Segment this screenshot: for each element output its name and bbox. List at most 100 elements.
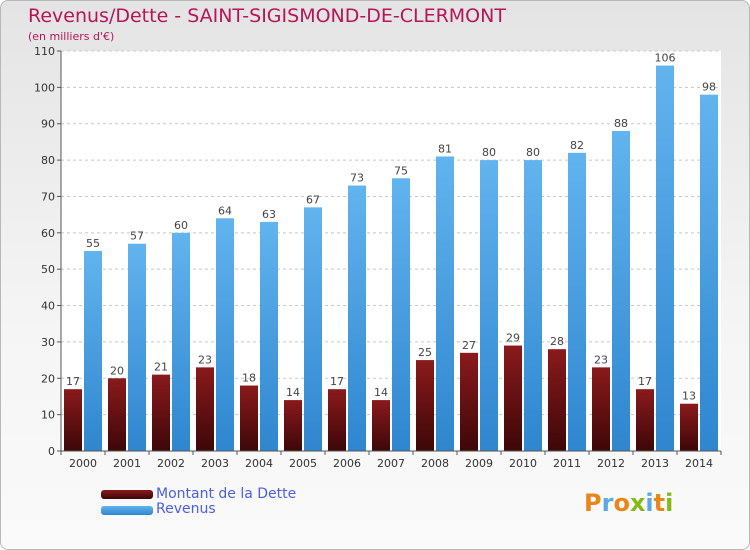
data-labels: 17 55 20 57 21 60 23 64 18 63 14 67 17 73 14 75 25 81 27 80… <box>66 52 716 403</box>
bar-revenus <box>700 94 718 452</box>
data-label: 82 <box>570 139 584 152</box>
axes: 0 10 20 30 40 50 60 70 80 90 100 110 2000 2001 2002 200… <box>34 45 722 470</box>
data-label: 21 <box>154 361 168 374</box>
data-label: 98 <box>702 81 716 94</box>
data-label: 80 <box>482 146 496 159</box>
data-label: 14 <box>286 386 300 399</box>
bar-dette <box>152 374 170 451</box>
bar-revenus <box>84 251 102 451</box>
plot-area <box>61 51 721 451</box>
bar-dette <box>284 400 302 451</box>
x-tick-label: 2005 <box>289 457 317 470</box>
y-tick-label: 60 <box>41 227 55 240</box>
bar-dette <box>416 360 434 451</box>
bar-revenus <box>128 243 146 451</box>
data-label: 55 <box>86 237 100 250</box>
bar-dette <box>680 403 698 451</box>
chart-subtitle: (en milliers d'€) <box>28 30 115 43</box>
logo-letter: P <box>584 489 602 517</box>
data-label: 20 <box>110 364 124 377</box>
data-label: 80 <box>526 146 540 159</box>
data-label: 29 <box>506 332 520 345</box>
bar-revenus <box>612 131 630 451</box>
data-label: 67 <box>306 193 320 206</box>
x-tick-label: 2014 <box>685 457 713 470</box>
bar-dette <box>460 352 478 451</box>
data-label: 75 <box>394 164 408 177</box>
logo-letter: r <box>601 489 614 517</box>
bar-dette <box>240 385 258 451</box>
bars <box>64 65 718 452</box>
logo-letter: i <box>665 489 674 517</box>
data-label: 23 <box>594 353 608 366</box>
x-tick-label: 2001 <box>113 457 141 470</box>
x-tick-label: 2000 <box>69 457 97 470</box>
data-label: 23 <box>198 353 212 366</box>
data-label: 63 <box>262 208 276 221</box>
bar-revenus <box>436 156 454 452</box>
bar-revenus <box>304 207 322 451</box>
y-tick-label: 40 <box>41 300 55 313</box>
data-label: 18 <box>242 372 256 385</box>
bar-dette <box>548 349 566 451</box>
data-label: 17 <box>330 375 344 388</box>
data-label: 57 <box>130 230 144 243</box>
data-label: 64 <box>218 204 232 217</box>
y-tick-label: 0 <box>48 445 55 458</box>
bar-dette <box>64 389 82 451</box>
bar-revenus <box>348 185 366 451</box>
logo-letter: x <box>629 489 646 517</box>
y-tick-label: 10 <box>41 409 55 422</box>
bar-revenus <box>172 232 190 451</box>
x-tick-label: 2011 <box>553 457 581 470</box>
data-label: 17 <box>638 375 652 388</box>
data-label: 28 <box>550 335 564 348</box>
data-label: 25 <box>418 346 432 359</box>
chart-title: Revenus/Dette - SAINT-SIGISMOND-DE-CLERM… <box>28 5 506 27</box>
bar-dette <box>636 389 654 451</box>
x-tick-label: 2013 <box>641 457 669 470</box>
x-tick-label: 2007 <box>377 457 405 470</box>
x-tick-label: 2010 <box>509 457 537 470</box>
data-label: 17 <box>66 375 80 388</box>
x-tick-label: 2004 <box>245 457 273 470</box>
logo-letter: i <box>645 489 654 517</box>
data-label: 14 <box>374 386 388 399</box>
y-tick-label: 50 <box>41 263 55 276</box>
x-tick-label: 2009 <box>465 457 493 470</box>
y-tick-label: 90 <box>41 118 55 131</box>
y-tick-label: 110 <box>34 45 55 58</box>
y-tick-label: 30 <box>41 336 55 349</box>
bar-revenus <box>216 218 234 451</box>
grid-lines <box>61 50 721 416</box>
data-label: 106 <box>655 52 676 65</box>
y-tick-label: 70 <box>41 190 55 203</box>
y-tick-label: 100 <box>34 81 55 94</box>
legend-swatch-dette <box>101 490 153 499</box>
bar-revenus <box>392 178 410 452</box>
bar-dette <box>196 367 214 451</box>
bar-revenus <box>480 160 498 451</box>
bar-revenus <box>524 160 542 451</box>
data-label: 13 <box>682 390 696 403</box>
bar-dette <box>328 389 346 451</box>
bar-dette <box>108 378 126 451</box>
x-tick-label: 2012 <box>597 457 625 470</box>
bar-revenus <box>656 65 674 451</box>
data-label: 60 <box>174 219 188 232</box>
data-label: 88 <box>614 117 628 130</box>
bar-revenus <box>260 221 278 451</box>
x-tick-label: 2002 <box>157 457 185 470</box>
legend-label-revenus: Revenus <box>156 501 216 517</box>
data-label: 73 <box>350 172 364 185</box>
x-tick-label: 2003 <box>201 457 229 470</box>
logo-letter: o <box>613 489 630 517</box>
x-tick-label: 2006 <box>333 457 361 470</box>
bar-dette <box>504 345 522 451</box>
y-tick-label: 80 <box>41 154 55 167</box>
logo-letter: t <box>653 489 666 517</box>
legend-swatch-revenus <box>101 506 153 515</box>
bar-dette <box>592 367 610 451</box>
data-label: 27 <box>462 339 476 352</box>
